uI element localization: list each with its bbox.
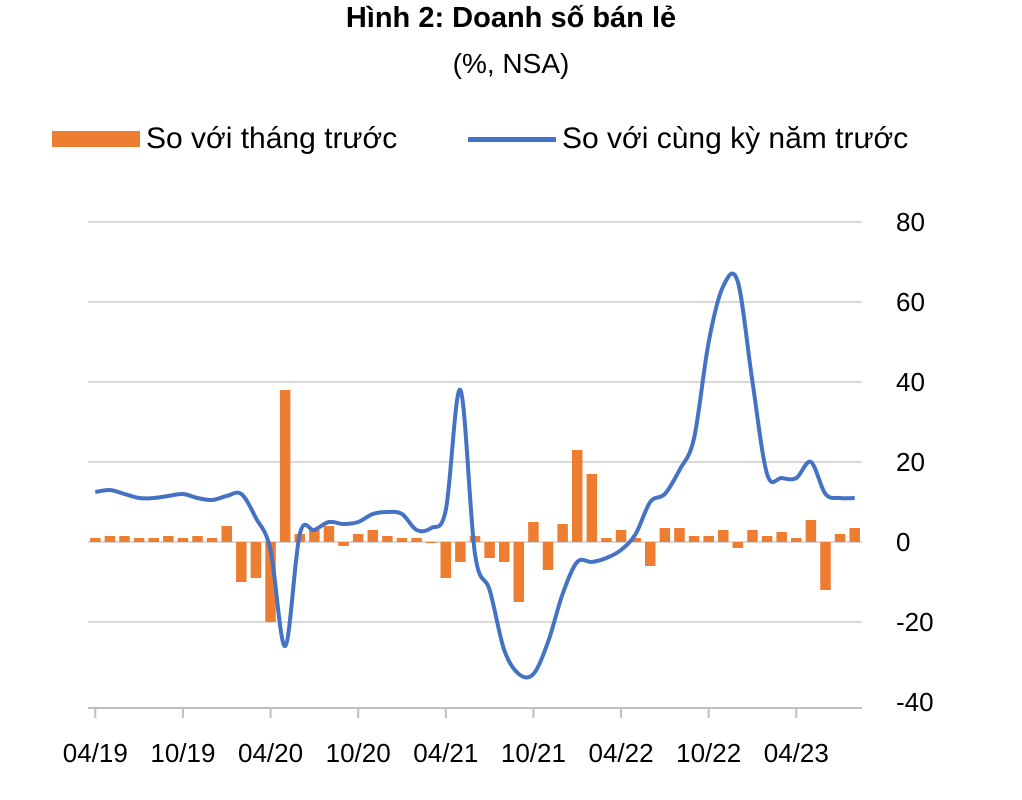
bar-mom [791, 538, 802, 542]
bar-mom [90, 538, 101, 542]
bar-mom [849, 528, 860, 542]
x-tick-label: 10/22 [676, 738, 741, 768]
legend-label-mom: So với tháng trước [146, 122, 398, 155]
bar-mom [688, 536, 700, 542]
bar-mom [542, 542, 554, 570]
bar-mom [367, 530, 379, 542]
bar-mom [674, 528, 685, 542]
bar-mom [236, 542, 247, 582]
bar-mom [659, 528, 671, 542]
y-tick-label: -40 [896, 687, 934, 717]
bar-mom [615, 530, 627, 542]
bar-mom [586, 474, 598, 542]
y-tick-label: -20 [896, 607, 934, 637]
bar-mom [498, 542, 510, 562]
legend-swatch-bar [52, 131, 140, 147]
bar-mom [177, 538, 189, 542]
bar-mom [528, 522, 539, 542]
bar-mom [382, 536, 393, 542]
x-tick-label: 10/20 [326, 738, 391, 768]
legend-label-yoy: So với cùng kỳ năm trước [562, 122, 909, 155]
line-yoy [94, 271, 855, 680]
bar-mom [805, 520, 817, 542]
bar-mom [221, 526, 232, 542]
bar-mom [732, 542, 744, 548]
x-tick-label: 04/23 [764, 738, 829, 768]
bar-mom [309, 530, 320, 542]
legend-swatch-line [468, 136, 556, 142]
bar-mom [265, 542, 276, 622]
bar-mom [455, 542, 466, 562]
bar-mom [718, 530, 729, 542]
bar-mom [630, 538, 641, 542]
y-tick-label: 0 [896, 527, 910, 557]
bar-mom [513, 542, 525, 602]
bar-mom [119, 536, 130, 542]
bar-mom [703, 536, 714, 542]
bar-mom [338, 542, 349, 546]
bar-mom [557, 524, 568, 542]
chart-title: Hình 2: Doanh số bán lẻ [345, 2, 677, 34]
bar-mom [352, 534, 364, 542]
bar-mom [279, 390, 291, 542]
y-tick-label: 20 [896, 447, 925, 477]
bar-mom [250, 542, 262, 578]
legend-item-mom: So với tháng trước [52, 122, 397, 156]
bar-mom [396, 538, 408, 542]
bar-mom [163, 536, 174, 542]
chart-subtitle: (%, NSA) [452, 48, 570, 79]
bar-mom [425, 542, 437, 543]
bar-mom [776, 532, 787, 542]
x-tick-label: 04/19 [63, 738, 128, 768]
bar-mom [133, 538, 145, 542]
bar-mom [601, 538, 612, 542]
x-tick-label: 04/22 [588, 738, 653, 768]
bar-mom [834, 534, 846, 542]
bar-mom [206, 538, 218, 542]
x-tick-label: 10/21 [501, 738, 566, 768]
bar-mom [747, 530, 758, 542]
x-tick-label: 04/20 [238, 738, 303, 768]
bar-mom [323, 526, 335, 542]
legend: So với tháng trước So với cùng kỳ năm tr… [0, 122, 1022, 166]
bar-mom [148, 538, 159, 542]
bar-mom [411, 538, 422, 542]
bar-mom [571, 450, 583, 542]
bar-mom [484, 542, 495, 558]
y-tick-label: 60 [896, 287, 925, 317]
legend-item-yoy: So với cùng kỳ năm trước [468, 122, 908, 156]
bar-mom [644, 542, 656, 566]
bar-mom [820, 542, 831, 590]
bar-mom [761, 536, 773, 542]
bar-mom [440, 542, 452, 578]
bar-mom [104, 536, 116, 542]
x-tick-label: 04/21 [413, 738, 478, 768]
x-tick-label: 10/19 [150, 738, 215, 768]
y-tick-label: 80 [896, 207, 925, 237]
bar-mom [192, 536, 203, 542]
y-tick-label: 40 [896, 367, 925, 397]
